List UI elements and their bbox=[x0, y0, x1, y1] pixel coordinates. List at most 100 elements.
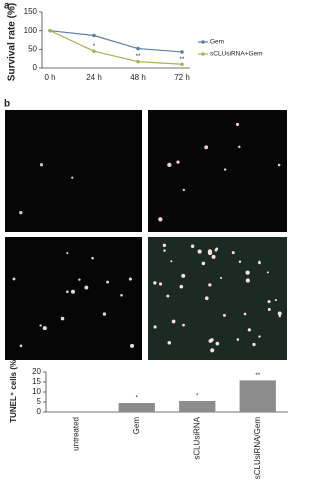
cell bbox=[166, 294, 170, 298]
significance: ** bbox=[180, 57, 185, 63]
cell bbox=[208, 339, 213, 343]
point bbox=[136, 59, 140, 64]
micrograph bbox=[5, 237, 142, 360]
cell bbox=[167, 162, 172, 168]
cell bbox=[219, 276, 223, 279]
x-tick-label: 72 h bbox=[174, 73, 190, 82]
y-tick-label: 20 bbox=[32, 367, 41, 376]
series-line bbox=[49, 30, 183, 65]
cell bbox=[78, 278, 81, 281]
micrographs bbox=[5, 110, 287, 360]
micrograph bbox=[5, 110, 142, 232]
cell bbox=[128, 277, 132, 281]
point bbox=[136, 46, 140, 51]
cell bbox=[66, 290, 69, 294]
point bbox=[180, 62, 184, 67]
cell bbox=[197, 249, 202, 254]
significance: ** bbox=[136, 54, 141, 60]
y-axis-label: Survival rate (%) bbox=[7, 3, 18, 81]
cell bbox=[39, 163, 44, 167]
cell bbox=[266, 271, 269, 274]
cell bbox=[70, 289, 75, 294]
y-tick-label: 5 bbox=[37, 397, 42, 406]
cell bbox=[71, 176, 74, 179]
cell bbox=[201, 261, 206, 266]
cell bbox=[181, 273, 186, 278]
cell bbox=[258, 335, 261, 338]
point bbox=[92, 33, 96, 38]
legend-label: Gem bbox=[210, 39, 224, 46]
y-axis-label: TUNEL⁺ cells (%) bbox=[9, 357, 18, 423]
cell bbox=[182, 188, 186, 192]
cell bbox=[245, 278, 250, 283]
significance: * bbox=[136, 396, 139, 402]
cell bbox=[211, 254, 216, 259]
cell bbox=[84, 285, 89, 290]
cell bbox=[170, 260, 173, 263]
figure: a b Survival rate (%) TUNEL⁺ cells (%) 0… bbox=[4, 1, 288, 480]
cell bbox=[153, 325, 157, 329]
cell bbox=[102, 312, 107, 316]
y-tick-label: 50 bbox=[28, 44, 37, 53]
cell bbox=[210, 348, 215, 353]
legend-swatch bbox=[201, 40, 205, 44]
y-tick-label: 0 bbox=[37, 407, 42, 416]
cell bbox=[42, 326, 47, 331]
cell bbox=[167, 340, 172, 345]
cell bbox=[231, 251, 235, 255]
cell bbox=[247, 328, 251, 332]
micrograph bbox=[148, 110, 287, 232]
y-tick-label: 150 bbox=[24, 7, 38, 16]
cell bbox=[214, 248, 218, 252]
point bbox=[180, 50, 184, 54]
cell bbox=[60, 316, 65, 321]
cell bbox=[162, 243, 167, 247]
point bbox=[92, 49, 96, 53]
panel-label: b bbox=[4, 99, 10, 110]
cell bbox=[274, 299, 277, 302]
y-tick-label: 15 bbox=[32, 377, 41, 386]
x-tick-label: sCLUsiRNA bbox=[192, 416, 201, 459]
micrograph bbox=[148, 237, 287, 360]
legend-label: sCLUsiRNA+Gem bbox=[210, 51, 263, 58]
cell bbox=[235, 122, 240, 127]
cell bbox=[190, 244, 195, 248]
cell bbox=[267, 308, 271, 311]
cell bbox=[223, 168, 227, 171]
cell bbox=[277, 163, 281, 167]
cell bbox=[277, 311, 282, 316]
x-tick-label: 0 h bbox=[44, 73, 55, 82]
cell bbox=[208, 283, 212, 287]
cell bbox=[267, 300, 271, 304]
cell bbox=[106, 280, 110, 284]
legend-swatch bbox=[201, 52, 205, 56]
cell bbox=[278, 314, 281, 318]
x-tick-label: 24 h bbox=[86, 73, 102, 82]
panel-label: a bbox=[4, 1, 10, 12]
cell bbox=[19, 344, 23, 348]
bar bbox=[239, 380, 276, 412]
cell bbox=[215, 341, 220, 346]
cell bbox=[182, 323, 185, 327]
cell bbox=[91, 256, 94, 260]
cell bbox=[153, 281, 157, 285]
y-tick-label: 10 bbox=[32, 387, 41, 396]
x-tick-label: untreated bbox=[71, 417, 80, 451]
cell bbox=[223, 313, 226, 317]
x-tick-label: sCLUsiRNA/Gem bbox=[253, 417, 262, 480]
cell bbox=[66, 251, 69, 255]
cell bbox=[176, 160, 180, 164]
significance: * bbox=[196, 394, 199, 400]
cell bbox=[204, 296, 209, 301]
series-line bbox=[49, 30, 183, 53]
cell bbox=[39, 324, 42, 327]
cell bbox=[158, 217, 163, 222]
bar bbox=[58, 411, 95, 412]
cell bbox=[258, 261, 261, 265]
cell bbox=[238, 260, 242, 263]
point bbox=[48, 28, 52, 33]
cell bbox=[238, 145, 241, 149]
significance: ** bbox=[255, 373, 260, 379]
cell bbox=[120, 293, 123, 297]
bar bbox=[118, 403, 155, 412]
